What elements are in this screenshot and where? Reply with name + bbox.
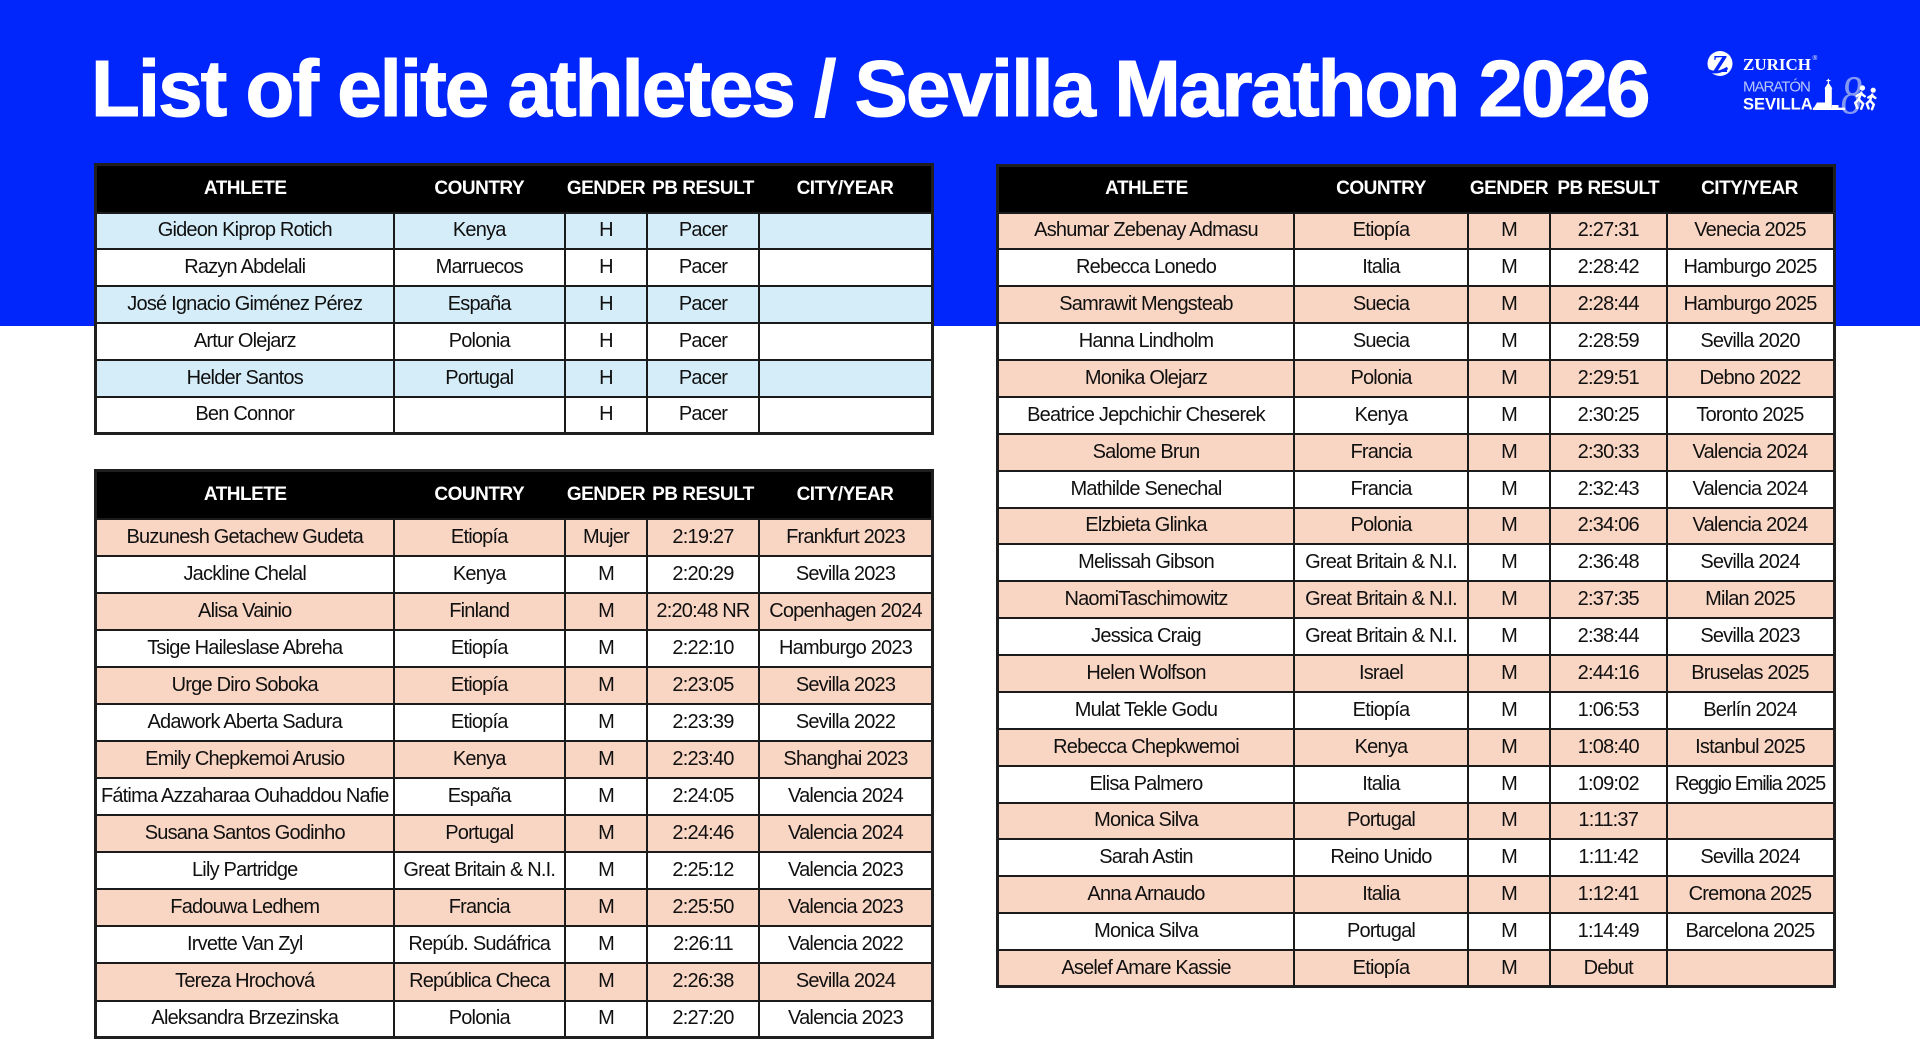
svg-text:ZURICH: ZURICH bbox=[1743, 55, 1811, 74]
svg-text:®: ® bbox=[1813, 54, 1818, 62]
svg-text:SEVILLA: SEVILLA bbox=[1743, 96, 1813, 114]
svg-text:MARATÓN: MARATÓN bbox=[1743, 79, 1810, 96]
svg-text:Z: Z bbox=[1712, 52, 1728, 78]
svg-text:8: 8 bbox=[1841, 64, 1862, 120]
